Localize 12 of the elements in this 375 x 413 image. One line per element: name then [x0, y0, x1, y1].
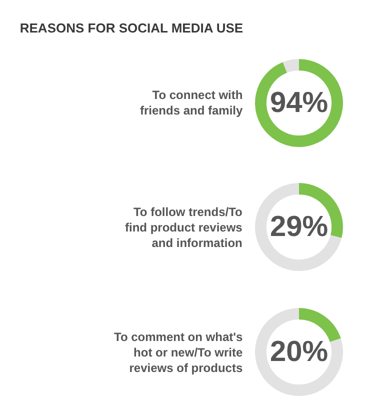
text: To comment on what's hot or new/To write reviews of products [114, 330, 243, 376]
text: REASONS FOR SOCIAL MEDIA USE [20, 20, 244, 36]
text: To follow trends/To find product reviews and information [125, 205, 243, 250]
data-label: 29% [270, 211, 328, 243]
data-label: 94% [270, 87, 328, 119]
text: To connect with friends and family [140, 88, 244, 118]
donut-slice [255, 308, 343, 396]
data-label: 20% [270, 336, 328, 368]
donut-slice [299, 308, 341, 342]
donut-slice [255, 59, 343, 147]
donut-slice [282, 59, 299, 73]
donut-slice [255, 183, 342, 271]
